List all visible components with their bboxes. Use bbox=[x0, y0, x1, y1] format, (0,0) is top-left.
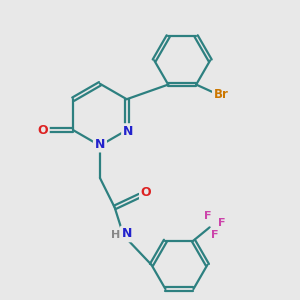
Text: N: N bbox=[122, 227, 132, 240]
Text: Br: Br bbox=[214, 88, 229, 101]
Text: O: O bbox=[37, 124, 48, 136]
Text: H: H bbox=[111, 230, 120, 240]
Text: N: N bbox=[123, 125, 134, 138]
Text: O: O bbox=[141, 186, 152, 199]
Text: F: F bbox=[211, 230, 219, 240]
Text: F: F bbox=[204, 211, 212, 221]
Text: N: N bbox=[95, 138, 105, 151]
Text: F: F bbox=[218, 218, 226, 228]
